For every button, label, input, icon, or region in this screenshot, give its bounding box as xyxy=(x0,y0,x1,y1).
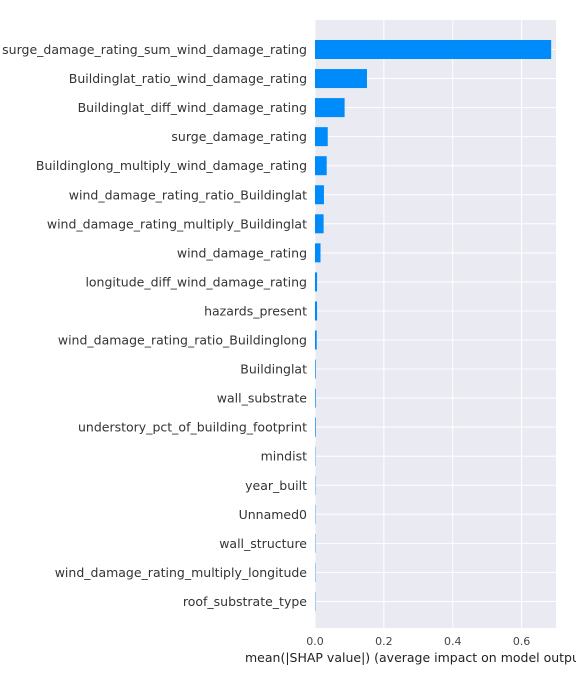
feature-label-wall_structure: wall_structure xyxy=(219,536,307,551)
feature-label-Buildinglat_diff_wind_damage_rating: Buildinglat_diff_wind_damage_rating xyxy=(78,100,307,115)
feature-label-wind_damage_rating_multiply_Buildinglat: wind_damage_rating_multiply_Buildinglat xyxy=(47,216,307,231)
bars xyxy=(315,40,552,611)
bar-Buildinglat_diff_wind_damage_rating xyxy=(315,98,345,118)
feature-label-wind_damage_rating_multiply_longitude: wind_damage_rating_multiply_longitude xyxy=(55,565,308,580)
bar-surge_damage_rating xyxy=(315,127,328,147)
x-tick-label: 0.6 xyxy=(513,635,531,648)
feature-label-Buildinglat_ratio_wind_damage_rating: Buildinglat_ratio_wind_damage_rating xyxy=(69,71,307,86)
feature-label-Buildinglong_multiply_wind_damage_rating: Buildinglong_multiply_wind_damage_rating xyxy=(36,158,307,173)
feature-label-roof_substrate_type: roof_substrate_type xyxy=(183,594,307,609)
bar-wind_damage_rating_ratio_Buildinglong xyxy=(315,330,317,350)
feature-label-longitude_diff_wind_damage_rating: longitude_diff_wind_damage_rating xyxy=(85,274,307,289)
feature-label-mindist: mindist xyxy=(261,449,307,464)
feature-label-Unnamed0: Unnamed0 xyxy=(239,507,307,522)
bar-Buildinglat_ratio_wind_damage_rating xyxy=(315,69,367,89)
plot-background xyxy=(315,20,556,628)
bar-understory_pct_of_building_footprint xyxy=(315,417,316,437)
bar-Buildinglong_multiply_wind_damage_rating xyxy=(315,156,327,176)
feature-labels: surge_damage_rating_sum_wind_damage_rati… xyxy=(2,42,307,609)
bar-wind_damage_rating xyxy=(315,243,321,263)
bar-wall_substrate xyxy=(315,388,316,408)
feature-label-hazards_present: hazards_present xyxy=(204,303,307,318)
feature-label-wall_substrate: wall_substrate xyxy=(217,391,308,406)
grid-lines xyxy=(314,20,556,628)
feature-label-wind_damage_rating_ratio_Buildinglat: wind_damage_rating_ratio_Buildinglat xyxy=(69,187,307,202)
x-tick-label: 0.4 xyxy=(444,635,462,648)
feature-label-Buildinglat: Buildinglat xyxy=(240,362,307,377)
bar-wind_damage_rating_ratio_Buildinglat xyxy=(315,185,324,205)
bar-Buildinglat xyxy=(315,359,316,379)
feature-label-surge_damage_rating: surge_damage_rating xyxy=(171,129,307,144)
bar-wind_damage_rating_multiply_Buildinglat xyxy=(315,214,324,234)
bar-surge_damage_rating_sum_wind_damage_rating xyxy=(315,40,552,59)
feature-label-year_built: year_built xyxy=(245,478,307,493)
bar-hazards_present xyxy=(315,301,318,321)
feature-label-surge_damage_rating_sum_wind_damage_rating: surge_damage_rating_sum_wind_damage_rati… xyxy=(2,42,307,57)
feature-label-wind_damage_rating_ratio_Buildinglong: wind_damage_rating_ratio_Buildinglong xyxy=(58,333,307,348)
x-axis-ticks: 0.0 0.2 0.4 0.6 xyxy=(306,635,530,648)
feature-label-understory_pct_of_building_footprint: understory_pct_of_building_footprint xyxy=(78,420,307,435)
x-tick-label: 0.0 xyxy=(306,635,324,648)
feature-label-wind_damage_rating: wind_damage_rating xyxy=(177,245,307,260)
bar-longitude_diff_wind_damage_rating xyxy=(315,272,318,292)
x-axis-title: mean(|SHAP value|) (average impact on mo… xyxy=(245,650,576,665)
x-tick-label: 0.2 xyxy=(375,635,393,648)
